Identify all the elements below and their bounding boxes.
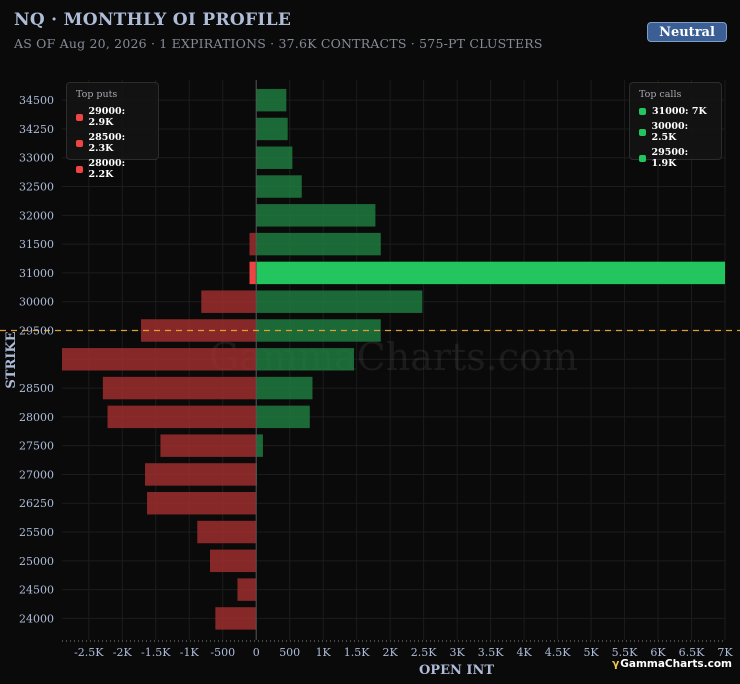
x-tick-label: 3.5K (478, 646, 504, 659)
y-tick-label: 30000 (19, 296, 54, 309)
y-tick-label: 27500 (19, 440, 54, 453)
put-bar (102, 376, 257, 400)
x-tick-label: -1.5K (141, 646, 171, 659)
x-tick-label: 2K (383, 646, 399, 659)
call-bar (256, 261, 725, 285)
put-bar (249, 232, 257, 256)
put-bar (249, 261, 257, 285)
y-tick-label: 26250 (19, 497, 54, 510)
put-bar (145, 463, 257, 486)
y-tick-label: 25500 (19, 526, 54, 539)
put-bar (237, 578, 257, 601)
x-tick-label: 2.5K (411, 646, 437, 659)
y-tick-label: 24000 (19, 612, 54, 625)
x-tick-label: -500 (210, 646, 235, 659)
y-tick-label: 29500 (19, 324, 54, 337)
x-tick-label: 4.5K (545, 646, 571, 659)
call-swatch-icon (639, 154, 646, 162)
top-calls-legend-item: 29500: 1.9K (639, 147, 712, 169)
call-bar (256, 232, 381, 256)
brand-logo[interactable]: γGammaCharts.com (612, 658, 732, 670)
y-tick-label: 34500 (19, 94, 54, 107)
call-bar (256, 290, 423, 313)
sentiment-badge[interactable]: Neutral (647, 22, 727, 42)
call-swatch-icon (639, 128, 646, 136)
put-bar (201, 290, 257, 313)
y-tick-label: 25000 (19, 555, 54, 568)
y-tick-label: 34250 (19, 123, 54, 136)
top-puts-legend-item: 29000: 2.9K (76, 106, 149, 128)
x-tick-label: -2K (113, 646, 133, 659)
call-bar (256, 175, 302, 198)
top-calls-legend-item: 31000: 7K (639, 106, 712, 117)
y-tick-label: 28500 (19, 382, 54, 395)
y-axis-label: STRIKE (4, 331, 19, 388)
top-puts-legend-item: 28500: 2.3K (76, 132, 149, 154)
y-tick-label: 31000 (19, 267, 54, 280)
x-tick-label: -1K (180, 646, 200, 659)
put-swatch-icon (76, 165, 83, 173)
call-bar (256, 204, 376, 227)
top-calls-legend-item: 30000: 2.5K (639, 121, 712, 143)
x-tick-label: 3K (450, 646, 466, 659)
put-bar (210, 549, 257, 573)
call-bar (256, 146, 293, 169)
call-bar (256, 434, 263, 457)
top-puts-legend: Top puts 29000: 2.9K 28500: 2.3K 28000: … (66, 82, 159, 180)
x-tick-label: 0 (253, 646, 260, 659)
x-tick-label: 500 (279, 646, 300, 659)
put-bar (107, 405, 257, 429)
y-tick-label: 31500 (19, 238, 54, 251)
x-tick-label: 5K (583, 646, 599, 659)
call-bar (256, 88, 287, 112)
top-puts-legend-title: Top puts (76, 89, 118, 100)
top-calls-legend-title: Top calls (639, 89, 682, 100)
x-tick-label: 6.5K (679, 646, 705, 659)
brand-text: GammaCharts.com (620, 658, 732, 670)
put-bar (215, 607, 257, 630)
put-swatch-icon (76, 139, 83, 147)
x-tick-label: -2.5K (74, 646, 104, 659)
y-tick-label: 28000 (19, 411, 54, 424)
y-tick-label: 33000 (19, 152, 54, 165)
x-tick-label: 5.5K (612, 646, 638, 659)
put-swatch-icon (76, 113, 83, 121)
chart-subtitle: AS OF Aug 20, 2026 · 1 EXPIRATIONS · 37.… (14, 36, 543, 51)
put-bar (62, 348, 257, 371)
x-tick-label: 1K (316, 646, 332, 659)
put-bar (160, 434, 257, 457)
put-bar (147, 492, 257, 515)
x-tick-label: 4K (516, 646, 532, 659)
y-tick-label: 32000 (19, 209, 54, 222)
x-tick-label: 7K (717, 646, 733, 659)
call-bar (256, 405, 310, 429)
y-tick-label: 27000 (19, 468, 54, 481)
call-bar (256, 117, 288, 141)
put-bar (197, 520, 257, 544)
gamma-icon: γ (612, 658, 620, 670)
call-swatch-icon (639, 108, 646, 115)
y-tick-label: 32500 (19, 181, 54, 194)
x-axis-label: OPEN INT (419, 663, 494, 678)
top-calls-legend: Top calls 31000: 7K 30000: 2.5K 29500: 1… (629, 82, 722, 169)
call-bar (256, 319, 381, 342)
chart-title: NQ · MONTHLY OI PROFILE (14, 10, 292, 30)
call-bar (256, 348, 354, 371)
x-tick-label: 6K (650, 646, 666, 659)
top-puts-legend-item: 28000: 2.2K (76, 158, 149, 180)
x-tick-label: 1.5K (344, 646, 370, 659)
y-tick-label: 24500 (19, 584, 54, 597)
call-bar (256, 376, 313, 400)
